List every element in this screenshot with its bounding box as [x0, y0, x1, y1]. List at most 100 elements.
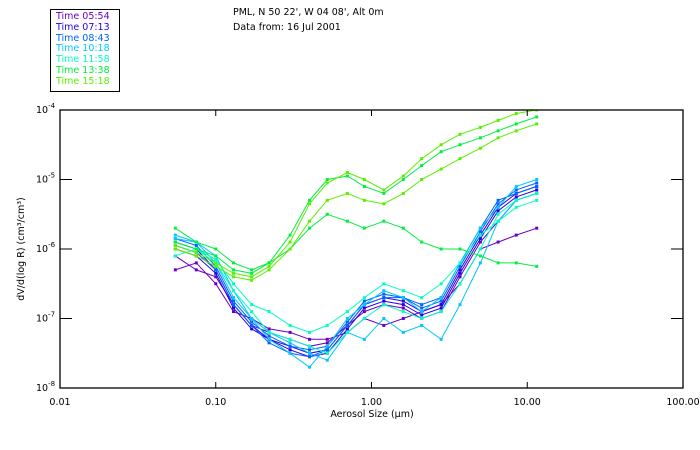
data-point — [478, 226, 482, 230]
legend-entry-3: Time 10:18 — [56, 43, 110, 55]
data-point — [288, 341, 292, 345]
data-point — [382, 296, 386, 300]
data-point — [308, 330, 312, 334]
data-point — [458, 271, 462, 275]
data-point — [496, 240, 500, 244]
data-point — [496, 212, 500, 216]
data-point — [535, 188, 539, 192]
data-point — [325, 178, 329, 181]
data-point — [308, 226, 312, 230]
data-point — [250, 317, 254, 320]
series-line — [175, 213, 537, 271]
data-point — [362, 310, 366, 314]
series-line — [175, 192, 537, 354]
data-point — [458, 261, 462, 265]
data-point — [401, 191, 405, 195]
data-point — [401, 303, 405, 307]
data-point — [250, 310, 254, 314]
data-point — [401, 174, 405, 178]
series-line — [175, 185, 537, 358]
data-point — [173, 244, 177, 248]
series-line — [175, 110, 537, 278]
data-point — [231, 310, 235, 314]
data-point — [382, 299, 386, 303]
data-point — [514, 188, 518, 192]
data-point — [514, 195, 518, 199]
data-point — [173, 226, 177, 230]
legend-entry-6: Time 15:18 — [56, 75, 110, 87]
data-point — [478, 261, 482, 265]
data-point — [288, 351, 292, 355]
data-point — [288, 348, 292, 352]
data-point — [382, 202, 386, 206]
data-point — [496, 219, 500, 223]
data-point — [362, 337, 366, 341]
data-point — [250, 271, 254, 275]
data-point — [535, 226, 539, 230]
data-point — [439, 167, 443, 171]
data-point — [308, 219, 312, 223]
data-point — [267, 330, 271, 334]
data-point — [458, 264, 462, 268]
data-point — [214, 261, 218, 265]
data-point — [173, 247, 177, 251]
data-point — [382, 191, 386, 195]
data-point — [308, 202, 312, 206]
data-point — [401, 178, 405, 181]
data-point — [250, 303, 254, 307]
data-point — [401, 310, 405, 314]
data-point — [439, 299, 443, 303]
data-point — [267, 337, 271, 341]
data-point — [308, 337, 312, 341]
data-point — [382, 282, 386, 286]
data-point — [514, 261, 518, 265]
x-tick-label: 10.00 — [514, 397, 541, 408]
data-point — [439, 337, 443, 341]
data-point — [439, 150, 443, 154]
data-point — [267, 334, 271, 338]
data-point — [214, 257, 218, 261]
data-point — [325, 198, 329, 202]
y-axis-label: dV/d(log R) (cm³/cm³) — [16, 197, 27, 300]
data-point — [401, 306, 405, 310]
series-line — [175, 199, 537, 333]
plot-frame — [59, 109, 684, 389]
data-point — [214, 271, 218, 275]
data-point — [325, 341, 329, 345]
data-point — [194, 254, 198, 258]
series-line — [175, 123, 537, 281]
data-point — [514, 198, 518, 202]
data-point — [194, 244, 198, 248]
legend-entry-5: Time 13:38 — [56, 64, 110, 76]
data-point — [458, 247, 462, 251]
data-point — [194, 250, 198, 254]
data-point — [345, 171, 349, 175]
series-line — [175, 192, 537, 347]
data-point — [382, 188, 386, 192]
data-point — [496, 129, 500, 133]
data-point — [173, 237, 177, 241]
data-point — [345, 191, 349, 195]
data-point — [535, 184, 539, 188]
data-point — [231, 289, 235, 293]
data-point — [458, 132, 462, 136]
data-point — [345, 327, 349, 331]
data-point — [535, 115, 539, 119]
data-point — [362, 198, 366, 202]
data-point — [173, 268, 177, 272]
x-tick-label: 0.01 — [49, 397, 70, 408]
data-point — [250, 268, 254, 272]
data-point — [194, 240, 198, 244]
location-line: PML, N 50 22', W 04 08', Alt 0m — [233, 7, 384, 18]
data-point — [362, 184, 366, 188]
data-point — [420, 240, 424, 244]
data-point — [325, 181, 329, 185]
data-point — [478, 237, 482, 241]
data-point — [514, 111, 518, 115]
data-point — [496, 209, 500, 213]
data-point — [439, 310, 443, 314]
series-6-curve-1 — [173, 122, 539, 282]
data-point — [420, 313, 424, 317]
data-point — [439, 143, 443, 147]
